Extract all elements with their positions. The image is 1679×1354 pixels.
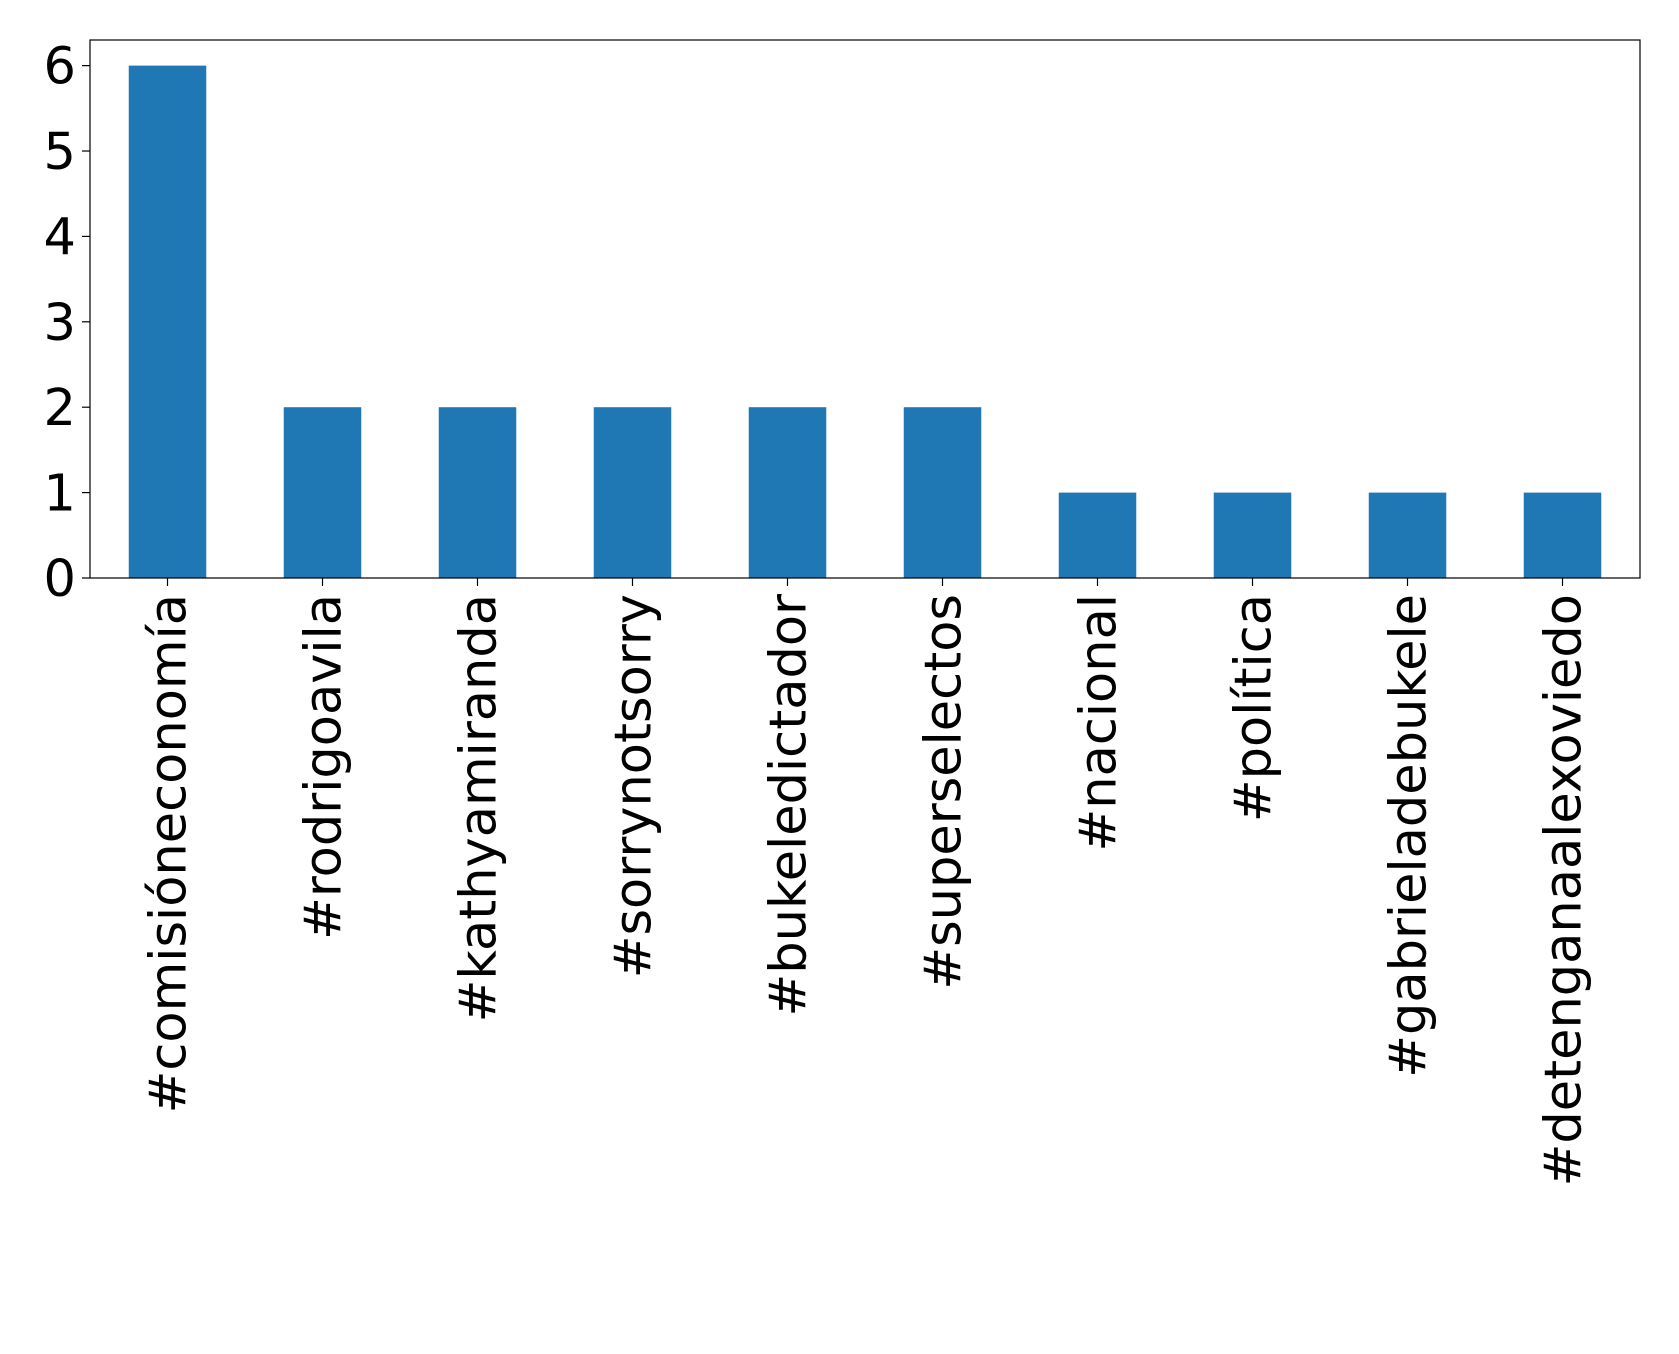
x-tick-label: #sorrynotsorry xyxy=(605,594,664,978)
x-tick-label: #rodrigoavila xyxy=(295,594,354,940)
y-tick-label: 6 xyxy=(44,38,76,97)
y-tick-label: 5 xyxy=(44,123,76,182)
bar xyxy=(283,407,362,578)
x-tick-label: #comisióneconomía xyxy=(140,594,199,1113)
bar xyxy=(903,407,982,578)
bar xyxy=(593,407,672,578)
plot-frame xyxy=(89,39,1641,579)
x-tick-label: #detenganaalexoviedo xyxy=(1535,594,1594,1186)
y-tick-label: 1 xyxy=(44,465,76,524)
x-tick-label: #nacional xyxy=(1070,594,1129,851)
x-tick-label: #superselectos xyxy=(915,594,974,990)
bar xyxy=(1368,492,1447,578)
y-tick-label: 4 xyxy=(44,208,76,267)
bar xyxy=(1523,492,1602,578)
x-tick-label: #bukeledictador xyxy=(760,594,819,1016)
x-tick-label: #política xyxy=(1225,594,1284,822)
y-tick-label: 3 xyxy=(44,294,76,353)
x-tick-label: #gabrieladebukele xyxy=(1380,594,1439,1078)
bar xyxy=(748,407,827,578)
x-tick-label: #kathyamiranda xyxy=(450,594,509,1022)
bar xyxy=(1213,492,1292,578)
bar xyxy=(128,65,207,579)
bar xyxy=(1058,492,1137,578)
y-tick-label: 2 xyxy=(44,379,76,438)
y-tick-label: 0 xyxy=(44,550,76,609)
bar xyxy=(438,407,517,578)
